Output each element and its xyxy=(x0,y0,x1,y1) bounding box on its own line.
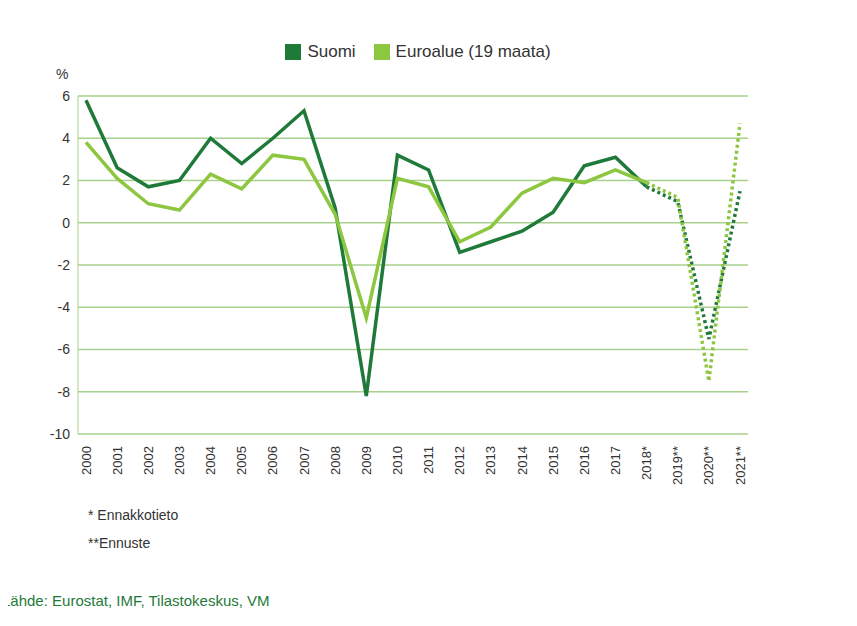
svg-text:2005: 2005 xyxy=(234,446,249,475)
html-text:Suomi: Suomi xyxy=(307,42,356,61)
svg-text:2007: 2007 xyxy=(297,446,312,475)
svg-text:-8: -8 xyxy=(58,384,71,400)
svg-text:2000: 2000 xyxy=(79,446,94,475)
svg-text:2016: 2016 xyxy=(577,446,592,475)
svg-text:2011: 2011 xyxy=(421,446,436,474)
svg-text:2009: 2009 xyxy=(359,446,374,475)
svg-text:2004: 2004 xyxy=(203,446,218,475)
svg-text:2020**: 2020** xyxy=(701,446,716,485)
svg-text:2021**: 2021** xyxy=(733,446,748,485)
svg-text:2002: 2002 xyxy=(141,446,156,475)
svg-text:2006: 2006 xyxy=(265,446,280,475)
svg-text:2017: 2017 xyxy=(608,446,623,475)
html-text:* Ennakkotieto: * Ennakkotieto xyxy=(88,507,179,523)
html-text:Euroalue (19 maata): Euroalue (19 maata) xyxy=(395,42,551,61)
svg-text:-4: -4 xyxy=(58,299,71,315)
svg-text:-10: -10 xyxy=(50,426,70,442)
svg-text:-2: -2 xyxy=(58,257,71,273)
svg-text:2019**: 2019** xyxy=(670,446,685,485)
svg-text:2014: 2014 xyxy=(515,446,530,475)
svg-text:2015: 2015 xyxy=(546,446,561,475)
html-text:Lähde: Eurostat, IMF, Tilastok: Lähde: Eurostat, IMF, Tilastokeskus, VM xyxy=(2,592,270,609)
svg-text:0: 0 xyxy=(62,215,70,231)
svg-text:2018*: 2018* xyxy=(639,446,654,480)
svg-text:2: 2 xyxy=(62,172,70,188)
svg-text:2008: 2008 xyxy=(328,446,343,475)
svg-text:2010: 2010 xyxy=(390,446,405,475)
svg-text:-6: -6 xyxy=(58,341,71,357)
html-text:**Ennuste: **Ennuste xyxy=(88,535,151,551)
svg-text:4: 4 xyxy=(62,130,70,146)
svg-text:6: 6 xyxy=(62,88,70,104)
svg-text:2012: 2012 xyxy=(452,446,467,475)
svg-text:2003: 2003 xyxy=(172,446,187,475)
svg-text:2001: 2001 xyxy=(110,446,125,475)
svg-text:2013: 2013 xyxy=(483,446,498,475)
